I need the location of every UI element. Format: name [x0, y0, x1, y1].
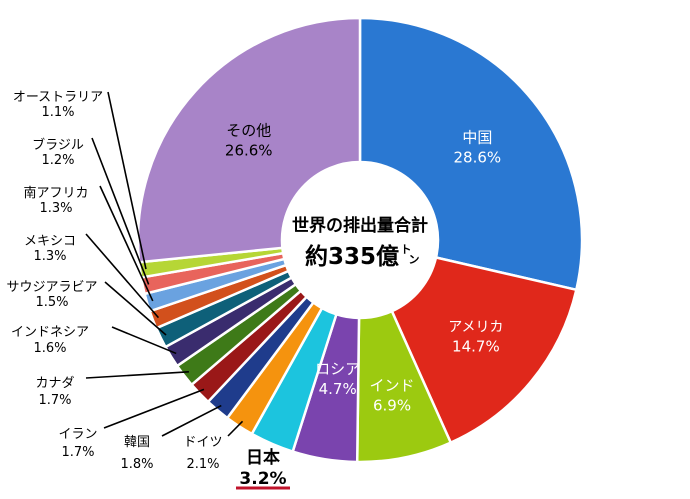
leader-korea: [161, 404, 222, 437]
label-value-iran: 1.7%: [61, 445, 94, 460]
label-name-saudi: サウジアラビア: [6, 280, 97, 295]
label-name-china: 中国: [462, 129, 492, 147]
donut-hole: [282, 162, 438, 318]
label-name-japan: 日本: [246, 447, 280, 468]
label-name-korea: 韓国: [124, 435, 150, 450]
leader-indonesia: [111, 326, 177, 355]
center-title: 世界の排出量合計: [292, 215, 428, 236]
label-name-russia: ロシア: [315, 360, 360, 378]
leader-germany: [227, 420, 244, 437]
label-name-other: その他: [226, 121, 271, 139]
label-value-other: 26.6%: [225, 141, 273, 159]
label-value-southafrica: 1.3%: [39, 201, 72, 216]
label-name-usa: アメリカ: [448, 319, 503, 335]
label-name-mexico: メキシコ: [24, 234, 76, 249]
leader-saudi: [104, 281, 167, 336]
label-value-saudi: 1.5%: [35, 295, 68, 310]
leader-canada: [85, 371, 189, 379]
leader-lines-layer: [85, 91, 244, 437]
label-name-india: インド: [370, 377, 415, 395]
center-unit-bottom: ン: [409, 253, 420, 266]
label-value-korea: 1.8%: [120, 457, 153, 472]
label-value-india: 6.9%: [373, 397, 411, 415]
label-name-brazil: ブラジル: [32, 137, 84, 153]
label-name-southafrica: 南アフリカ: [23, 185, 88, 201]
leader-australia: [107, 91, 147, 270]
label-value-indonesia: 1.6%: [33, 341, 66, 356]
label-name-australia: オーストラリア: [13, 90, 103, 105]
label-name-iran: イラン: [58, 427, 97, 442]
label-value-china: 28.6%: [454, 149, 502, 167]
label-name-indonesia: インドネシア: [11, 325, 89, 340]
label-name-canada: カナダ: [35, 376, 74, 391]
label-value-russia: 4.7%: [319, 380, 357, 398]
leader-mexico: [85, 233, 160, 319]
leader-southafrica: [99, 185, 154, 302]
center-unit-top: ト: [401, 243, 412, 256]
label-value-australia: 1.1%: [41, 105, 74, 120]
center-total: 約335億: [305, 243, 399, 270]
leader-brazil: [91, 137, 150, 285]
label-value-usa: 14.7%: [452, 337, 500, 355]
label-name-germany: ドイツ: [183, 435, 222, 450]
label-value-canada: 1.7%: [38, 393, 71, 408]
label-value-germany: 2.1%: [186, 457, 219, 472]
label-value-japan: 3.2%: [239, 469, 286, 489]
labels-layer: 中国 28.6% アメリカ 14.7% インド 6.9% ロシア 4.7% 日本3.2% ドイツ 2…: [6, 90, 504, 490]
label-value-mexico: 1.3%: [33, 249, 66, 264]
label-value-brazil: 1.2%: [41, 153, 74, 168]
leader-iran: [103, 388, 205, 429]
